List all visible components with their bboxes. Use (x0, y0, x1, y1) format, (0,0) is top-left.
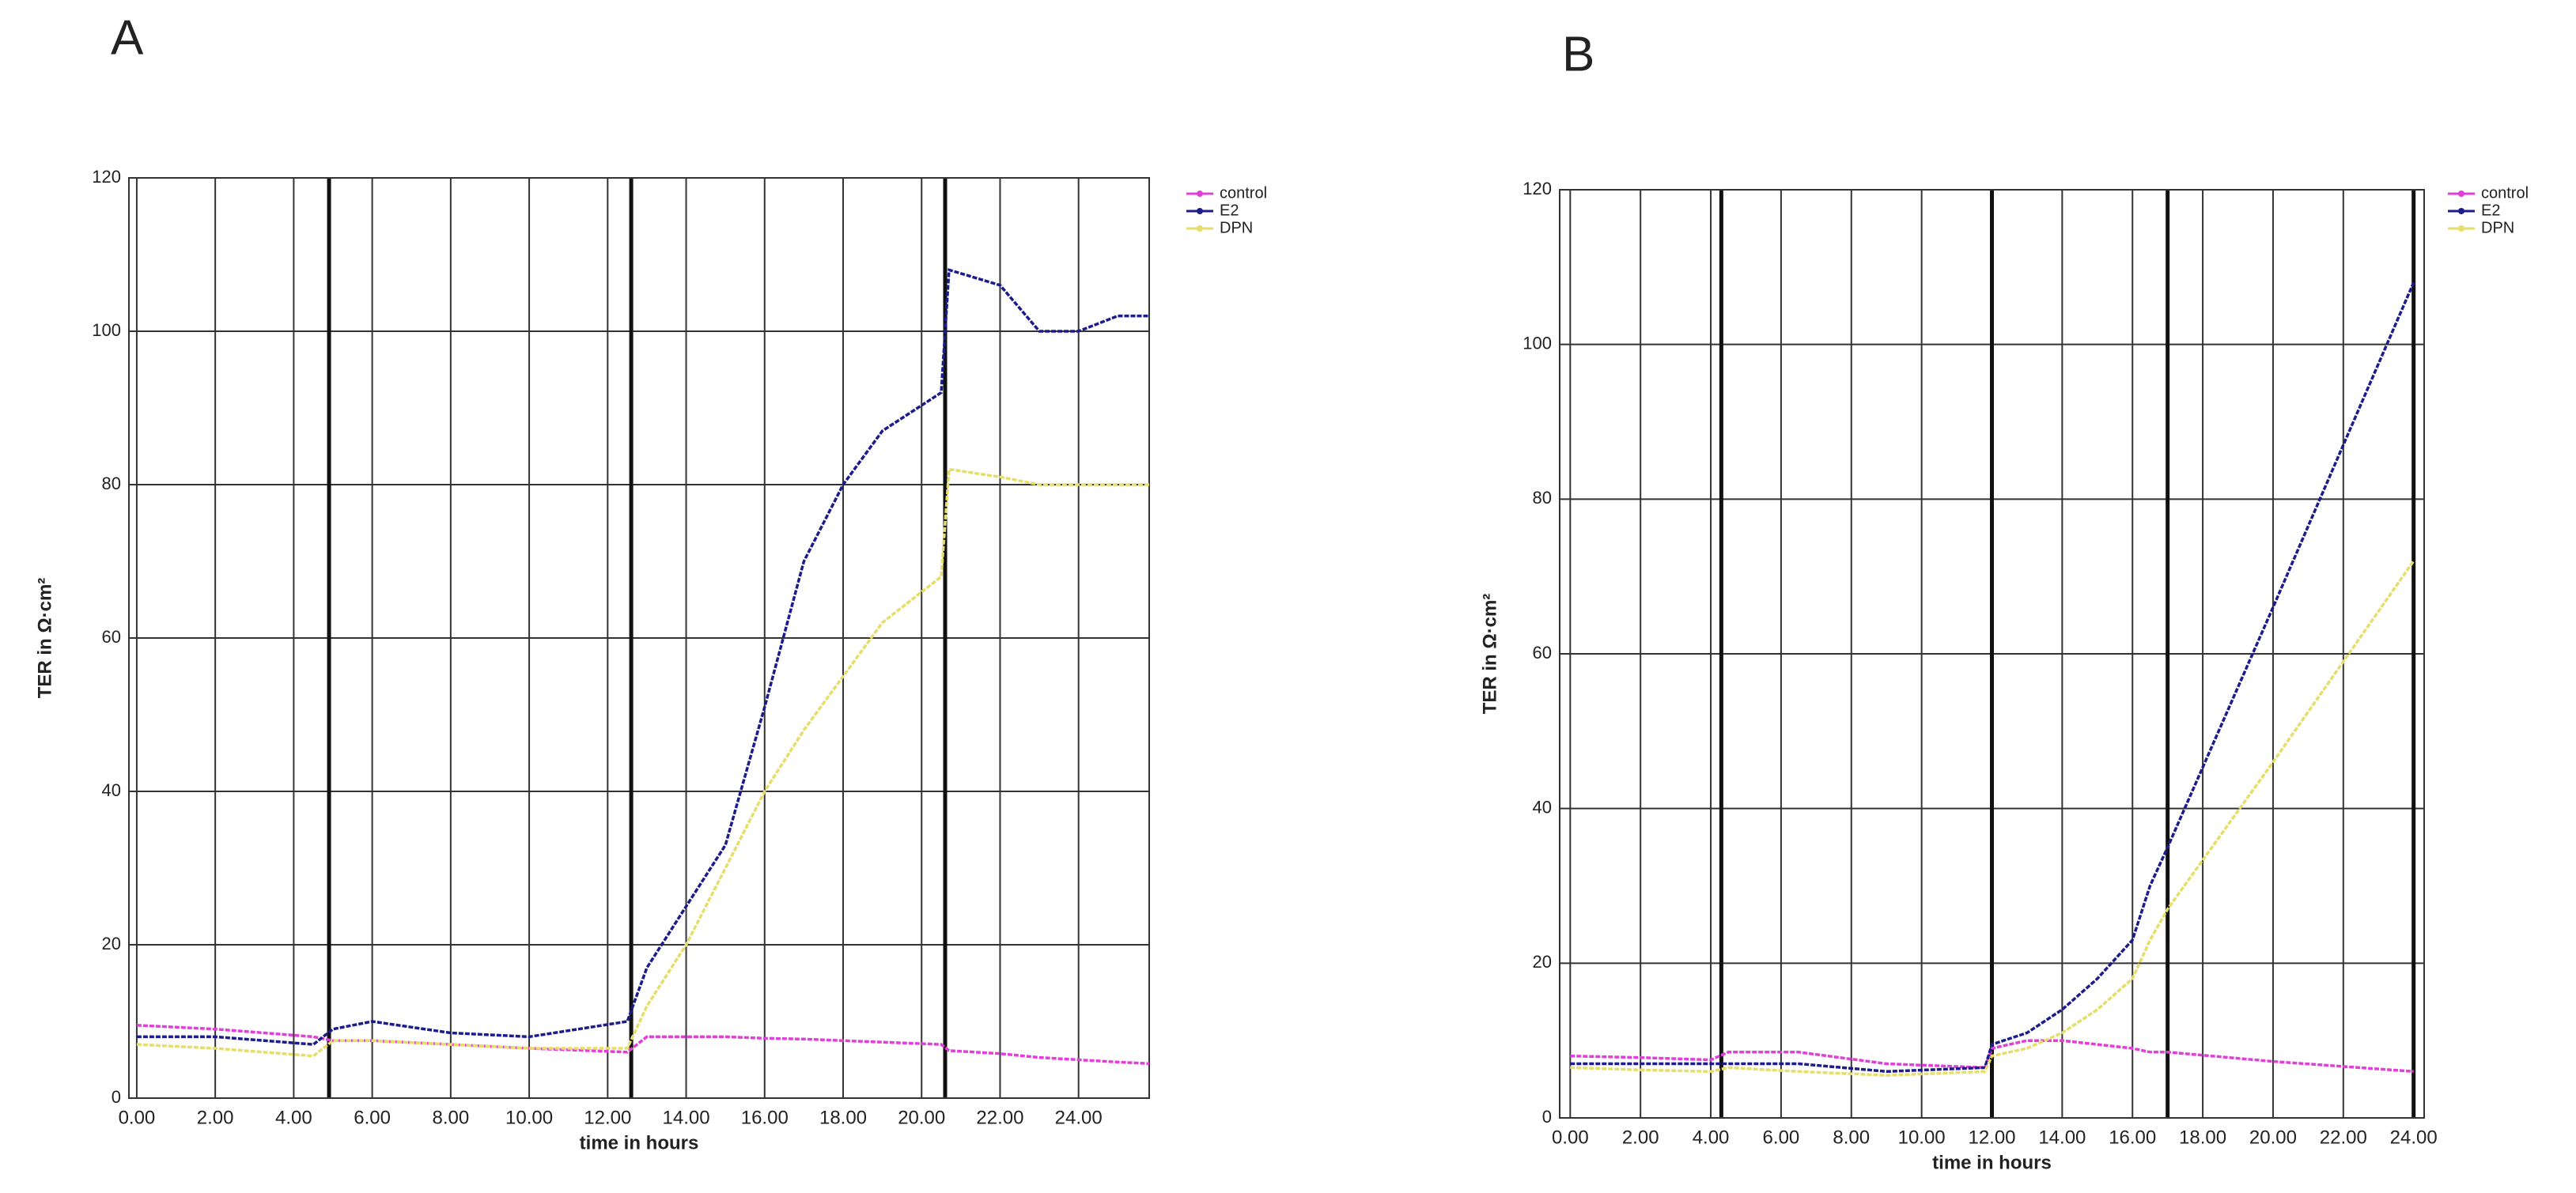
x-tick-label: 8.00 (1833, 1127, 1870, 1148)
x-tick-label: 22.00 (2320, 1127, 2367, 1148)
legend-marker (1197, 208, 1203, 214)
y-tick-label: 40 (1533, 797, 1552, 817)
x-tick-label: 10.00 (505, 1107, 553, 1128)
series-line (136, 268, 1149, 1046)
y-tick-label: 120 (1523, 179, 1552, 198)
x-tick-label: 4.00 (1693, 1127, 1730, 1148)
y-tick-label: 60 (102, 627, 121, 647)
panel-label: B (1562, 27, 1594, 81)
x-tick-label: 0.00 (119, 1107, 156, 1128)
x-tick-label: 24.00 (2390, 1127, 2438, 1148)
legend-label: DPN (1220, 219, 1253, 236)
x-tick-label: 22.00 (976, 1107, 1023, 1128)
x-tick-label: 12.00 (1968, 1127, 2015, 1148)
x-tick-label: 10.00 (1898, 1127, 1946, 1148)
x-tick-label: 18.00 (2179, 1127, 2226, 1148)
legend-marker (1197, 225, 1203, 232)
series-line (136, 467, 1149, 1058)
x-tick-label: 6.00 (1763, 1127, 1800, 1148)
x-tick-label: 2.00 (197, 1107, 234, 1128)
y-tick-label: 100 (92, 320, 121, 340)
y-tick-label: 60 (1533, 643, 1552, 663)
x-tick-label: 16.00 (2109, 1127, 2156, 1148)
plot-frame (128, 177, 1150, 1099)
x-tick-label: 14.00 (663, 1107, 710, 1128)
y-tick-label: 100 (1523, 333, 1552, 353)
legend-label: E2 (1220, 202, 1239, 219)
x-tick-label: 24.00 (1055, 1107, 1103, 1128)
y-tick-label: 80 (1533, 488, 1552, 508)
x-tick-label: 14.00 (2038, 1127, 2086, 1148)
legend-marker (2458, 191, 2464, 197)
x-tick-label: 0.00 (1552, 1127, 1589, 1148)
x-tick-label: 4.00 (275, 1107, 312, 1128)
legend-marker (2458, 225, 2464, 232)
panel-label: A (111, 10, 144, 65)
y-tick-label: 0 (112, 1087, 121, 1107)
y-tick-label: 20 (102, 934, 121, 953)
x-tick-label: 8.00 (432, 1107, 469, 1128)
y-axis-label: TER in Ω·cm² (34, 578, 55, 699)
x-axis-label: time in hours (580, 1132, 699, 1153)
series-line (1570, 1039, 2414, 1074)
plot-frame (1559, 189, 2425, 1119)
x-tick-label: 12.00 (584, 1107, 631, 1128)
x-tick-label: 16.00 (741, 1107, 789, 1128)
legend-label: control (2481, 184, 2529, 202)
x-tick-label: 20.00 (898, 1107, 945, 1128)
y-tick-label: 120 (92, 167, 121, 187)
series-line (1570, 281, 2415, 1074)
y-tick-label: 40 (102, 780, 121, 800)
x-tick-label: 20.00 (2249, 1127, 2297, 1148)
legend-label: DPN (2481, 219, 2514, 236)
y-axis-label: TER in Ω·cm² (1479, 594, 1500, 715)
y-tick-label: 0 (1542, 1107, 1552, 1127)
y-tick-label: 80 (102, 474, 121, 493)
y-tick-label: 20 (1533, 952, 1552, 972)
series-line (1570, 560, 2415, 1077)
legend-marker (2458, 208, 2464, 214)
legend-marker (1197, 191, 1203, 197)
x-tick-label: 6.00 (354, 1107, 391, 1128)
legend-label: E2 (2481, 202, 2500, 219)
x-tick-label: 2.00 (1622, 1127, 1659, 1148)
x-axis-label: time in hours (1932, 1152, 2052, 1173)
legend-label: control (1220, 184, 1267, 202)
x-tick-label: 18.00 (819, 1107, 867, 1128)
series-line (136, 1024, 1150, 1066)
